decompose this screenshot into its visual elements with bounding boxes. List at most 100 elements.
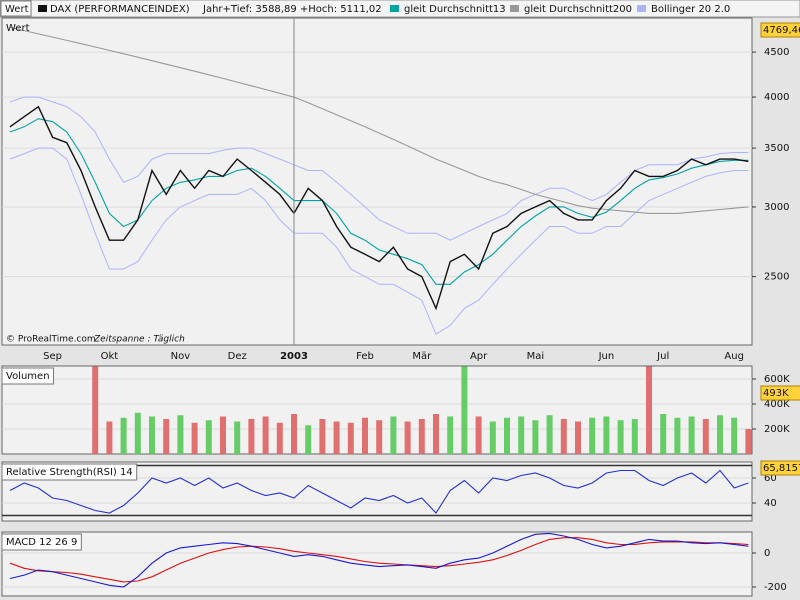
y-tick-label: 40 <box>764 498 777 509</box>
bar <box>532 420 539 454</box>
bar <box>646 366 652 454</box>
panel-label: Wert <box>5 4 29 15</box>
footer-text: Zeitspanne : Täglich <box>93 335 185 345</box>
x-tick-label: Feb <box>356 351 374 362</box>
panel-label-box <box>1 367 55 385</box>
bar <box>603 416 610 454</box>
line <box>9 105 749 311</box>
bar <box>262 416 269 454</box>
bar <box>234 421 241 454</box>
header-bar <box>0 0 800 18</box>
bar <box>631 419 638 454</box>
bar <box>404 421 411 454</box>
legend-swatch <box>510 5 519 12</box>
y-tick-label: 3500 <box>764 143 789 154</box>
y-tick-label: -200 <box>764 582 787 593</box>
bar <box>205 420 212 454</box>
bar <box>518 416 525 454</box>
bar <box>731 417 738 454</box>
bar <box>660 414 667 454</box>
line <box>9 532 749 588</box>
x-tick-label: Mai <box>527 351 545 362</box>
y-tick-label: 4500 <box>764 47 789 58</box>
x-tick-label: Nov <box>171 351 191 362</box>
line <box>9 96 749 241</box>
x-tick-label: Jul <box>656 351 669 362</box>
bar <box>589 417 596 454</box>
panel-label-box <box>1 533 82 551</box>
legend-swatch <box>38 5 47 12</box>
bar <box>447 416 454 454</box>
line <box>9 26 749 214</box>
legend-label: gleit Durchschnitt200 <box>524 4 632 15</box>
bar <box>347 422 354 454</box>
footer-text: © ProRealTime.com <box>6 335 96 345</box>
bar <box>276 422 283 454</box>
legend-label: Bollinger 20 2.0 <box>651 4 730 15</box>
bar <box>575 421 581 454</box>
line <box>9 147 749 335</box>
legend-label: gleit Durchschnitt13 <box>404 4 506 15</box>
bar <box>191 422 198 454</box>
bar <box>319 419 326 454</box>
y-tick-label: 3000 <box>764 202 789 213</box>
panel-label: MACD 12 26 9 <box>6 537 77 548</box>
x-tick-label: Okt <box>101 351 119 362</box>
line <box>9 469 749 514</box>
bar <box>376 420 383 454</box>
header-box <box>0 0 32 17</box>
panel-label: Relative Strength(RSI) 14 <box>6 467 133 478</box>
y-tick-label: 200K <box>764 424 790 435</box>
last-value-box <box>760 460 800 476</box>
bar <box>745 429 752 454</box>
bar <box>362 417 368 454</box>
bar <box>149 416 155 454</box>
y-tick-label: 400K <box>764 399 790 410</box>
y-tick-label: 0 <box>764 548 770 559</box>
panel-label: Wert <box>6 23 30 34</box>
x-tick-label: Dez <box>228 351 247 362</box>
line <box>9 118 749 285</box>
y-tick-label: 600K <box>764 374 790 385</box>
bar <box>717 415 723 454</box>
bar <box>120 417 127 454</box>
x-tick-label: Apr <box>470 351 488 362</box>
bar <box>134 412 141 454</box>
bar <box>106 421 113 454</box>
bar <box>305 425 312 454</box>
last-value-box <box>760 22 800 38</box>
bar <box>177 415 184 454</box>
bar <box>702 419 709 454</box>
bar <box>333 421 340 454</box>
panel-label-box <box>1 463 138 481</box>
legend-swatch <box>637 5 646 12</box>
bar <box>291 414 297 454</box>
panel <box>1 531 753 597</box>
x-tick-label: Aug <box>724 351 744 362</box>
bar <box>674 417 681 454</box>
bar <box>390 416 397 454</box>
x-tick-label: Mär <box>412 351 432 362</box>
last-value-label: 65,8157 <box>763 463 800 474</box>
line <box>9 537 749 583</box>
bar <box>560 419 567 454</box>
last-value-label: 4769,46 <box>763 25 800 36</box>
bar <box>688 416 695 454</box>
bar <box>475 416 482 454</box>
bar <box>433 414 439 454</box>
panel <box>1 17 753 346</box>
y-tick-label: 2500 <box>764 272 789 283</box>
bar <box>163 419 170 454</box>
subtitle: Jahr+Tief: 3588,89 +Hoch: 5111,02 <box>202 4 382 15</box>
bar <box>418 419 425 454</box>
bar <box>489 421 496 454</box>
y-tick-label: 60 <box>764 473 777 484</box>
bar <box>617 420 624 454</box>
bar <box>546 415 553 454</box>
bar <box>92 366 99 454</box>
bar <box>461 366 468 454</box>
last-value-label: 493K <box>763 388 789 399</box>
bar <box>220 416 226 454</box>
bar <box>248 419 255 454</box>
